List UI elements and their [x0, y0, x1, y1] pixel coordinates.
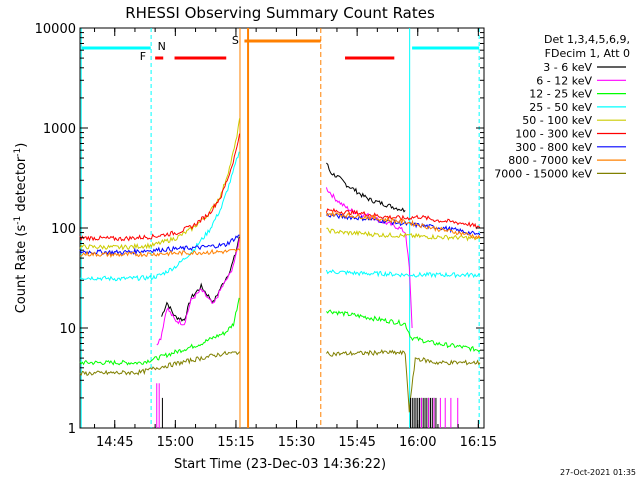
legend-label: 3 - 6 keV: [543, 61, 592, 74]
series-50-100-kev-line: [79, 118, 241, 251]
y-axis-label-end: ): [14, 143, 29, 148]
series-25-50-kev-line: [79, 151, 240, 282]
series-12-25-kev-line: [326, 309, 481, 353]
plot-frame: [79, 27, 485, 429]
legend-label: 7000 - 15000 keV: [494, 167, 592, 180]
legend-label: 6 - 12 keV: [536, 74, 592, 87]
series-3-6-kev-line: [326, 162, 406, 213]
series-50-100-kev-line: [326, 227, 481, 242]
series-12-25-kev-line: [79, 297, 240, 366]
x-tick-label: 16:00: [399, 435, 436, 450]
x-tick-label: 15:45: [338, 435, 375, 450]
legend-label: 12 - 25 keV: [529, 88, 592, 101]
legend-header-detectors: Det 1,3,4,5,6,9,: [544, 33, 630, 46]
series-800-7000-kev-line: [325, 210, 481, 240]
series-6-12-kev-line: [156, 238, 240, 346]
timestamp: 27-Oct-2021 01:35: [560, 468, 636, 477]
series-7000-15000-kev-line: [325, 349, 481, 413]
legend-label: 25 - 50 keV: [529, 101, 592, 114]
flare-flag-label: F: [140, 50, 146, 63]
legend-label: 100 - 300 keV: [515, 128, 592, 141]
chart-title: RHESSI Observing Summary Count Rates: [125, 4, 435, 22]
y-axis-label-sup2: -1: [13, 148, 23, 157]
x-tick-label: 15:30: [278, 435, 315, 450]
series-25-50-kev-line: [325, 269, 481, 279]
legend-header-decimation: FDecim 1, Att 0: [545, 47, 630, 60]
y-tick-label: 1: [68, 422, 76, 437]
y-tick-label: 1000: [43, 122, 76, 137]
legend-label: 50 - 100 keV: [522, 114, 592, 127]
series-800-7000-kev-line: [79, 248, 240, 258]
y-axis-label-sup1: -1: [13, 216, 23, 225]
x-axis-label: Start Time (23-Dec-03 14:36:22): [174, 457, 386, 472]
saa-flag-label: S: [232, 34, 239, 47]
series-100-300-kev-line: [79, 133, 241, 242]
plot-area: NF S: [79, 27, 485, 429]
series-100-300-kev-line: [325, 207, 481, 230]
y-tick-label: 100: [51, 222, 76, 237]
series-7000-15000-kev-line: [79, 350, 240, 377]
series-6-12-kev-line: [325, 187, 413, 329]
y-axis-label-main: Count Rate (s: [14, 225, 29, 314]
y-tick-label: 10000: [35, 22, 76, 37]
y-axis-label: Count Rate (s-1 detector-1): [13, 143, 29, 314]
y-tick-label: 10: [59, 322, 76, 337]
x-axis: 14:45 15:00 15:15 15:30 15:45 16:00 16:15: [94, 28, 497, 450]
legend-label: 300 - 800 keV: [515, 141, 592, 154]
x-tick-label: 16:15: [460, 435, 497, 450]
night-flag-label: N: [158, 40, 166, 53]
y-axis: 1 10 100 1000 10000: [35, 22, 484, 437]
y-axis-label-mid: detector: [14, 156, 29, 216]
legend-label: 800 - 7000 keV: [508, 154, 592, 167]
legend: Det 1,3,4,5,6,9, FDecim 1, Att 0 3 - 6 k…: [494, 33, 630, 180]
x-tick-label: 15:15: [217, 435, 254, 450]
x-tick-label: 14:45: [96, 435, 133, 450]
x-tick-label: 15:00: [157, 435, 194, 450]
